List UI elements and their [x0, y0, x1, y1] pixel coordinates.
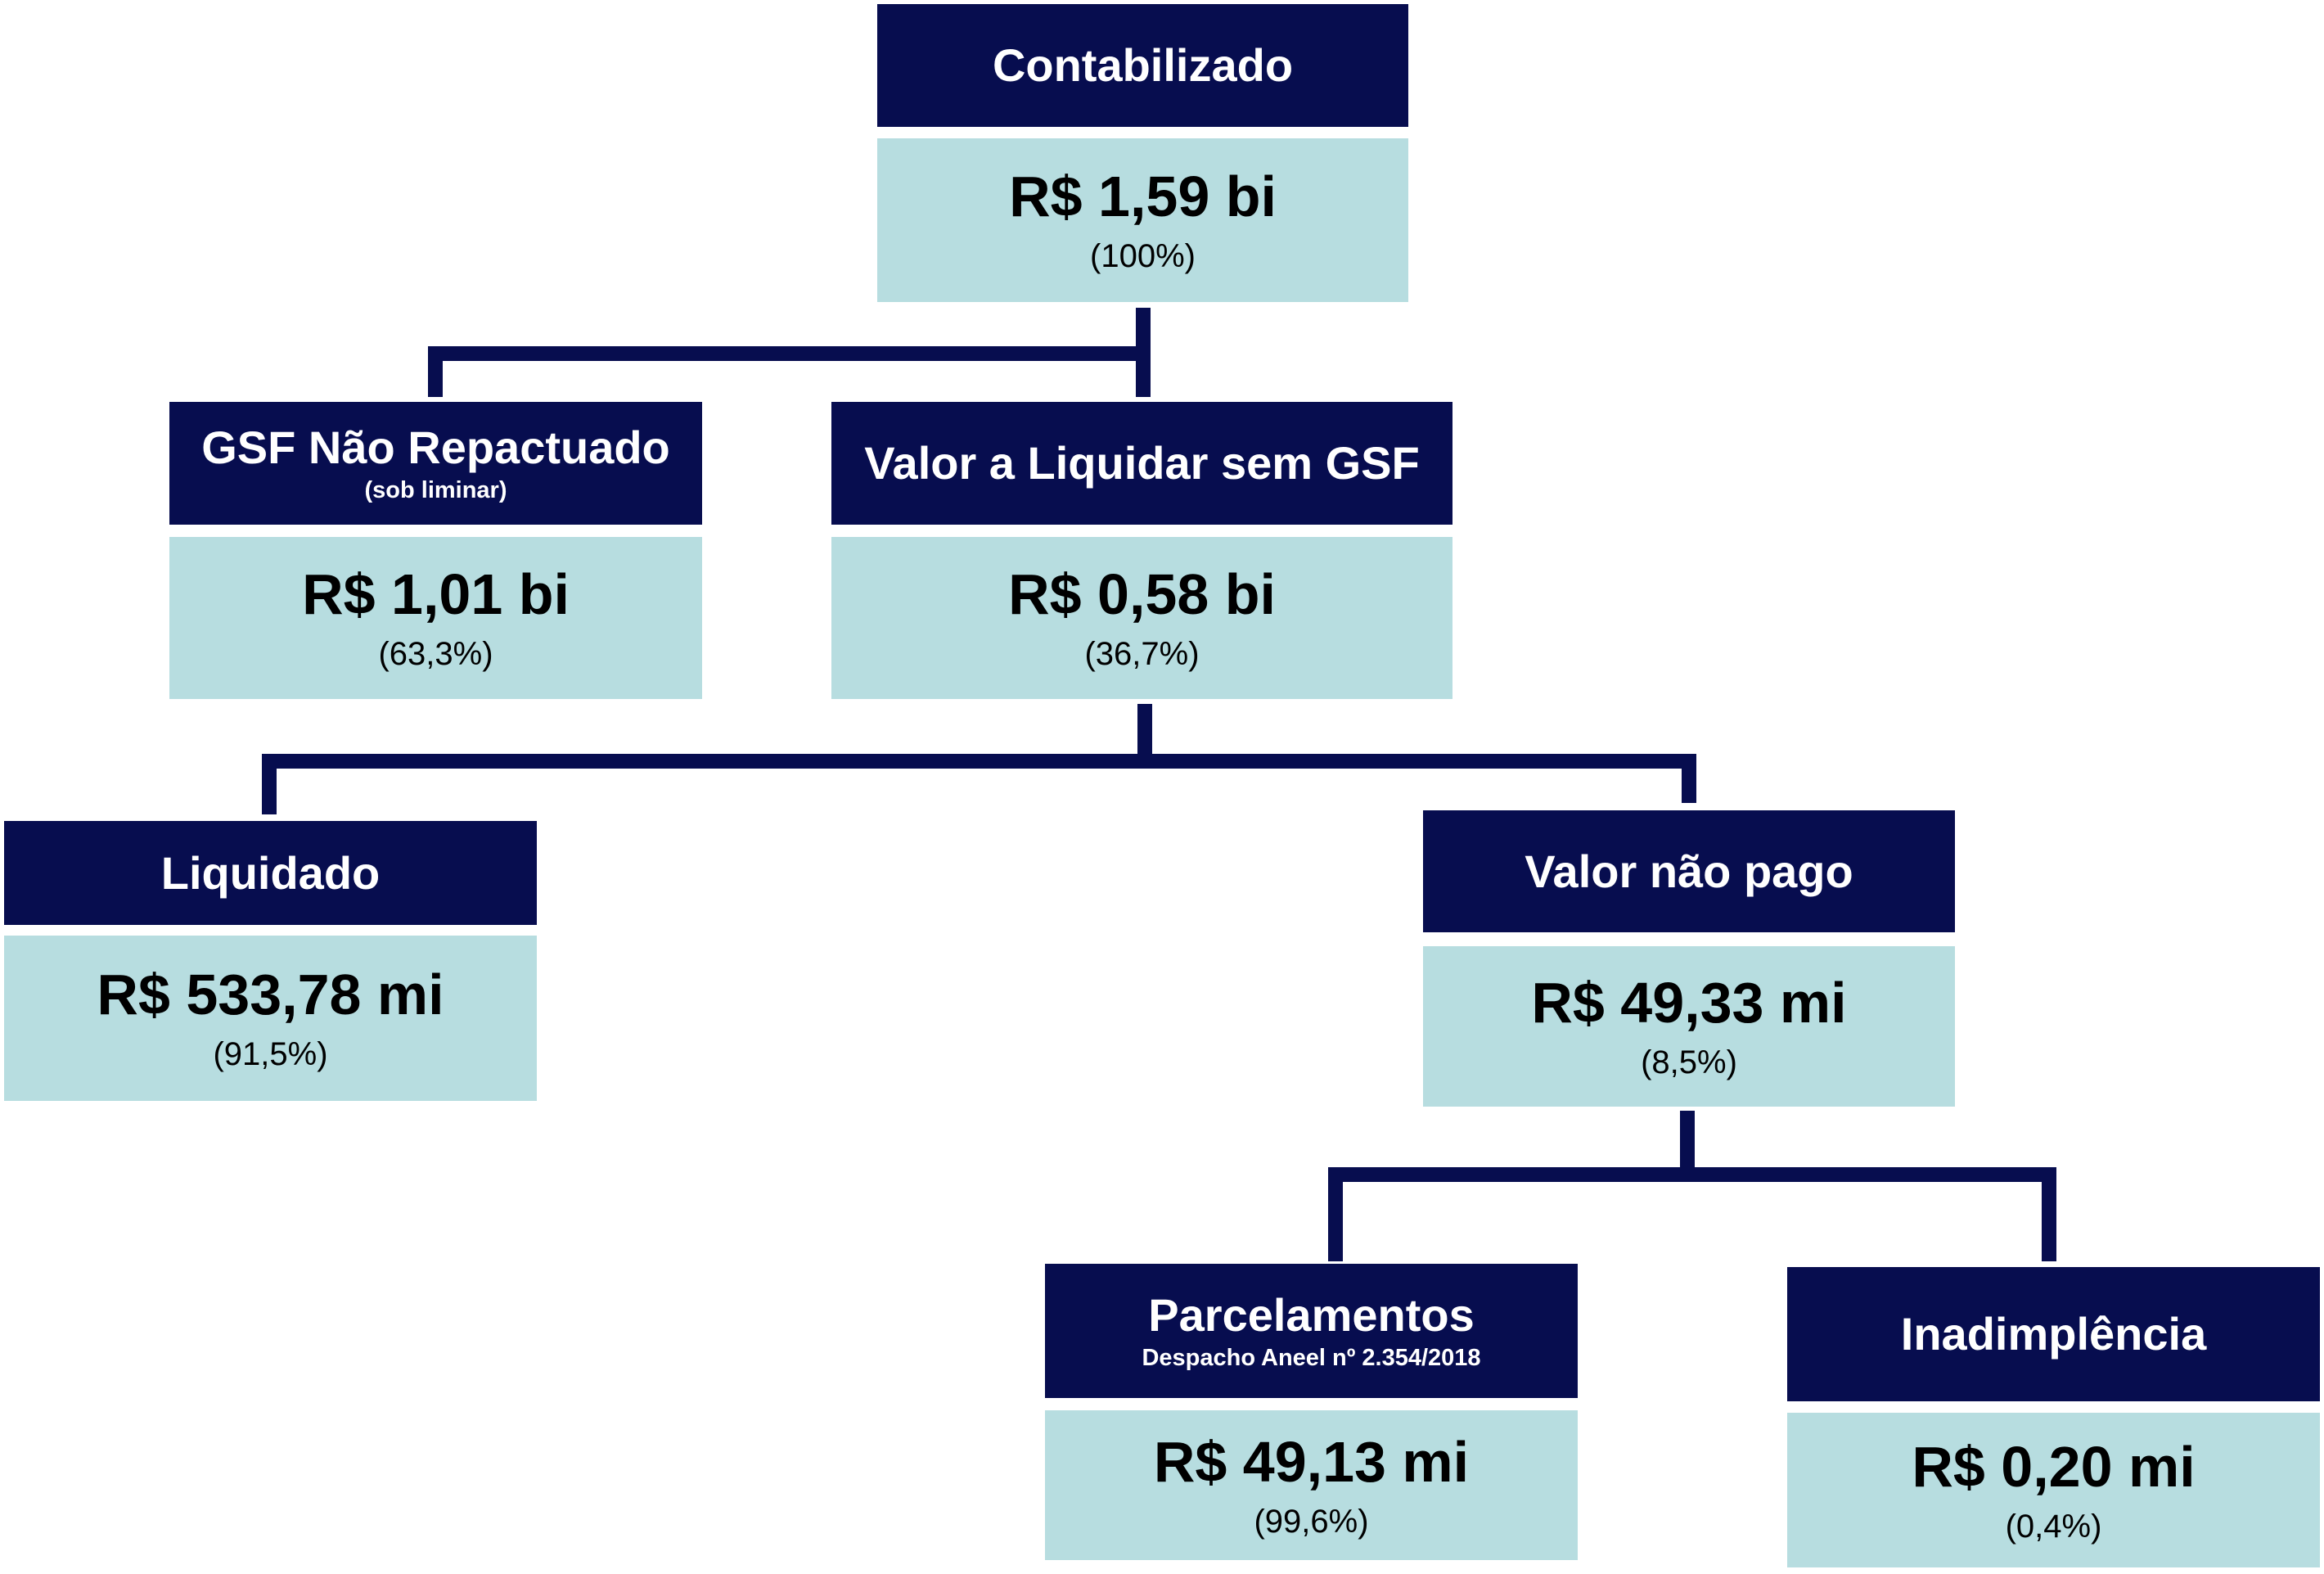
node-subtitle: (sob liminar): [364, 477, 507, 504]
node-value: R$ 49,13 mi: [1153, 1429, 1470, 1494]
node-body: R$ 533,78 mi (91,5%): [4, 936, 537, 1101]
connector: [1328, 1167, 2056, 1261]
node-value: R$ 0,20 mi: [1912, 1434, 2196, 1499]
node-header: GSF Não Repactuado (sob liminar): [169, 402, 702, 525]
node-title: Contabilizado: [992, 39, 1294, 92]
node-title: Parcelamentos: [1148, 1288, 1475, 1341]
node-title: GSF Não Repactuado: [201, 421, 670, 473]
node-header: Parcelamentos Despacho Aneel nº 2.354/201…: [1045, 1264, 1578, 1398]
node-body: R$ 1,01 bi (63,3%): [169, 537, 702, 699]
node-body: R$ 0,20 mi (0,4%): [1787, 1413, 2320, 1567]
connector: [428, 346, 1143, 397]
node-title: Valor não pago: [1525, 845, 1853, 897]
node-value: R$ 49,33 mi: [1531, 971, 1847, 1035]
node-value: R$ 1,59 bi: [1009, 165, 1277, 228]
node-header: Liquidado: [4, 821, 537, 925]
node-value: R$ 1,01 bi: [302, 562, 570, 626]
node-percent: (91,5%): [213, 1036, 328, 1072]
node-title: Valor a Liquidar sem GSF: [864, 437, 1420, 489]
connector: [262, 754, 1696, 814]
node-percent: (100%): [1090, 238, 1196, 274]
node-value: R$ 533,78 mi: [97, 963, 444, 1026]
node-title: Inadimplência: [1900, 1308, 2207, 1360]
node-body: R$ 49,13 mi (99,6%): [1045, 1410, 1578, 1560]
node-percent: (63,3%): [378, 636, 493, 672]
node-body: R$ 49,33 mi (8,5%): [1423, 946, 1955, 1107]
node-title: Liquidado: [160, 846, 381, 899]
node-percent: (99,6%): [1254, 1503, 1369, 1540]
node-body: R$ 1,59 bi (100%): [877, 138, 1408, 302]
node-body: R$ 0,58 bi (36,7%): [831, 537, 1452, 699]
node-header: Valor não pago: [1423, 810, 1955, 932]
node-header: Contabilizado: [877, 4, 1408, 127]
node-percent: (0,4%): [2005, 1508, 2102, 1545]
node-percent: (36,7%): [1084, 636, 1200, 672]
node-value: R$ 0,58 bi: [1008, 562, 1276, 626]
node-percent: (8,5%): [1641, 1044, 1737, 1080]
node-header: Inadimplência: [1787, 1267, 2320, 1401]
node-header: Valor a Liquidar sem GSF: [831, 402, 1452, 525]
node-subtitle: Despacho Aneel nº 2.354/2018: [1142, 1345, 1481, 1372]
